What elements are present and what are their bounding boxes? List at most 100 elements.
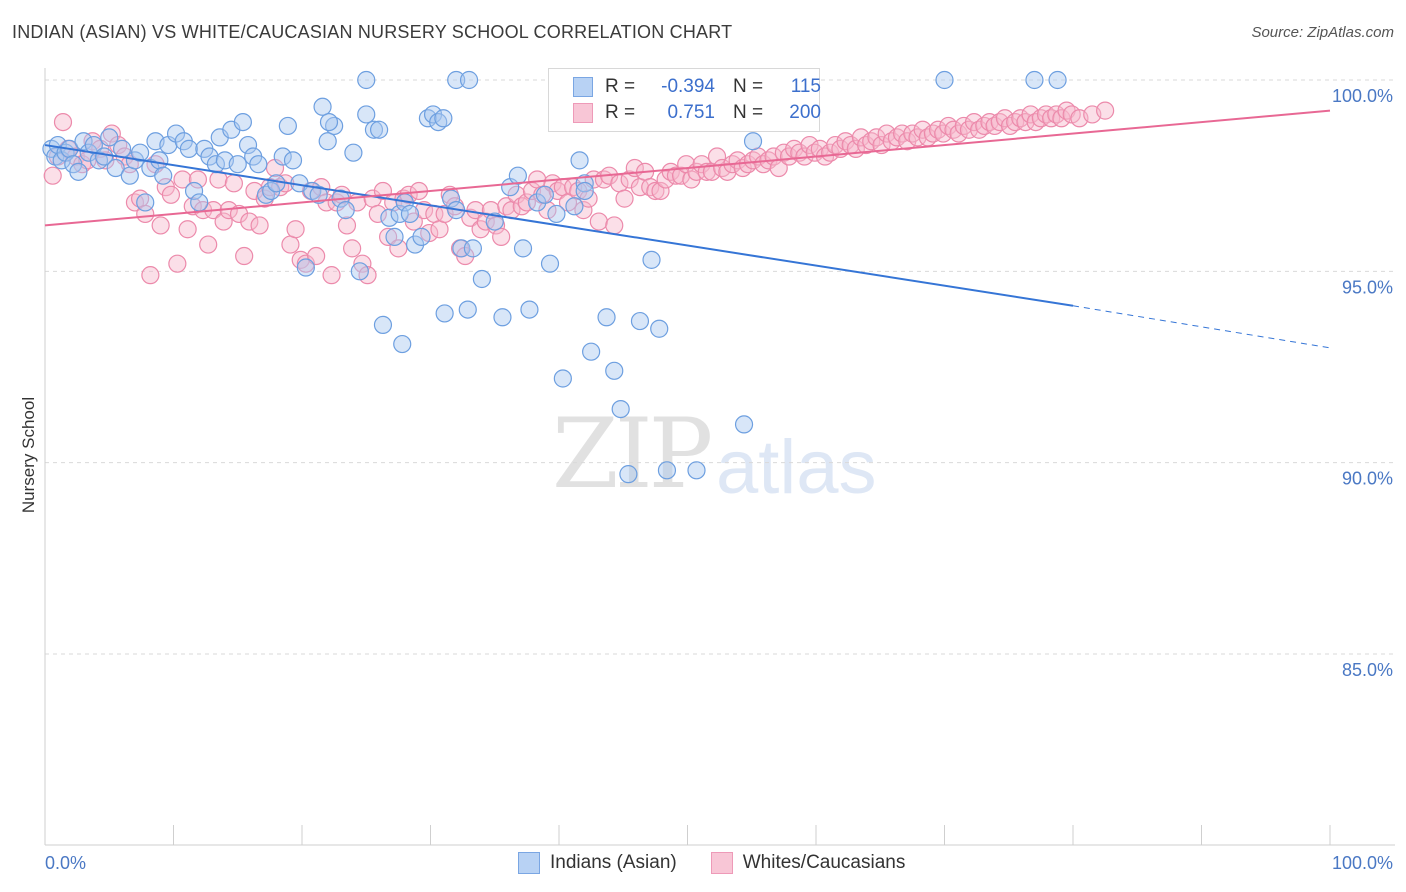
indians-point xyxy=(535,185,554,204)
indians-point xyxy=(575,174,594,193)
indians-point xyxy=(734,415,754,434)
indians-point xyxy=(434,109,453,128)
whites-point xyxy=(151,216,170,235)
watermark-atlas: atlas xyxy=(716,425,877,510)
indians-point xyxy=(520,300,539,319)
indians-point xyxy=(154,166,173,185)
series-legend: Indians (Asian) Whites/Caucasians xyxy=(518,852,939,874)
whites-point xyxy=(199,235,218,254)
indians-point xyxy=(1048,70,1067,90)
legend-label-whites: Whites/Caucasians xyxy=(742,852,906,873)
whites-point xyxy=(646,181,665,201)
indians-point xyxy=(249,155,268,174)
legend-swatch-indians xyxy=(573,77,593,97)
legend-swatch-whites xyxy=(710,852,733,874)
indians-point xyxy=(318,132,337,151)
whites-point xyxy=(214,212,233,231)
indians-point xyxy=(69,162,88,181)
whites-point xyxy=(317,193,336,212)
indians-point xyxy=(309,185,328,204)
indians-point xyxy=(485,212,504,231)
indians-point xyxy=(540,254,560,273)
indians-point xyxy=(650,319,669,338)
indians-point xyxy=(74,132,93,151)
whites-point xyxy=(435,204,454,224)
indians-point xyxy=(575,181,594,201)
indians-point xyxy=(106,158,125,178)
whites-point xyxy=(337,216,357,235)
indians-point xyxy=(743,132,763,151)
indians-point xyxy=(935,70,954,90)
whites-point xyxy=(528,170,547,189)
indians-point xyxy=(508,166,527,185)
y-axis-title: Nursery School xyxy=(19,397,38,513)
legend-r-value: 0.751 xyxy=(667,102,715,123)
whites-point xyxy=(1096,101,1115,120)
tick-labels: 100.0% 95.0% 90.0% 85.0% 0.0% 100.0% xyxy=(45,86,1393,873)
indians-point xyxy=(400,204,420,224)
trend-lines xyxy=(44,109,1331,349)
indians-point xyxy=(1025,70,1044,90)
legend-row-indians: R = -0.394 N = 115 xyxy=(573,75,821,99)
whites-point xyxy=(368,204,387,224)
whites-point xyxy=(209,170,228,189)
indians-point xyxy=(364,120,384,139)
indians-point xyxy=(228,155,247,174)
whites-point xyxy=(538,201,557,220)
whites-point xyxy=(620,170,639,189)
indians-point xyxy=(597,308,616,327)
indians-point xyxy=(184,181,204,201)
whites-point xyxy=(168,254,187,273)
watermark-zip: ZIP xyxy=(552,398,713,510)
legend-n-label: N = xyxy=(733,102,764,123)
indians-point xyxy=(687,461,706,480)
indians-point xyxy=(136,193,155,212)
y-tick-label: 95.0% xyxy=(1342,277,1393,297)
legend-r-label: R = xyxy=(605,102,636,123)
whites-point xyxy=(235,246,254,266)
whites-point xyxy=(430,220,449,239)
indians-point xyxy=(267,174,286,193)
indians-point xyxy=(630,311,650,331)
legend-item-indians: Indians (Asian) xyxy=(518,852,677,874)
whites-point xyxy=(53,112,73,132)
x-tick-label-left: 0.0% xyxy=(45,853,86,873)
indians-trend-line-extension xyxy=(1072,305,1331,349)
source-label: Source: ZipAtlas.com xyxy=(1251,24,1394,41)
series-whites-points xyxy=(43,101,1115,285)
whites-point xyxy=(517,193,536,212)
indians-point xyxy=(493,308,512,327)
whites-point xyxy=(161,185,181,204)
whites-point xyxy=(671,166,691,185)
indians-point xyxy=(657,461,677,480)
indians-point xyxy=(313,97,332,116)
legend-r-value: -0.394 xyxy=(661,76,715,97)
indians-point xyxy=(611,399,630,419)
whites-point xyxy=(307,246,326,266)
whites-point xyxy=(281,235,300,254)
series-indians-points xyxy=(42,70,1067,484)
y-tick-label: 85.0% xyxy=(1342,660,1393,680)
indians-point xyxy=(390,204,409,224)
legend-n-value: 200 xyxy=(789,102,821,123)
whites-point xyxy=(240,212,259,231)
chart-title: INDIAN (ASIAN) VS WHITE/CAUCASIAN NURSER… xyxy=(12,22,733,42)
indians-point xyxy=(458,300,477,319)
whites-point xyxy=(250,216,269,235)
whites-point xyxy=(173,170,192,189)
indians-point xyxy=(357,105,376,124)
indians-trend-line xyxy=(44,144,1074,307)
whites-point xyxy=(574,201,593,220)
legend-row-whites: R = 0.751 N = 200 xyxy=(573,101,821,125)
whites-point xyxy=(141,266,160,285)
stats-legend: R = -0.394 N = 115 R = 0.751 N = 200 xyxy=(548,68,821,132)
whites-point xyxy=(666,166,686,185)
indians-point xyxy=(528,193,547,212)
legend-label-indians: Indians (Asian) xyxy=(550,852,677,873)
whites-point xyxy=(378,227,398,246)
whites-point xyxy=(224,174,243,193)
indians-point xyxy=(370,120,389,139)
whites-point xyxy=(286,220,305,239)
indians-point xyxy=(642,250,661,269)
whites-point xyxy=(296,254,315,273)
